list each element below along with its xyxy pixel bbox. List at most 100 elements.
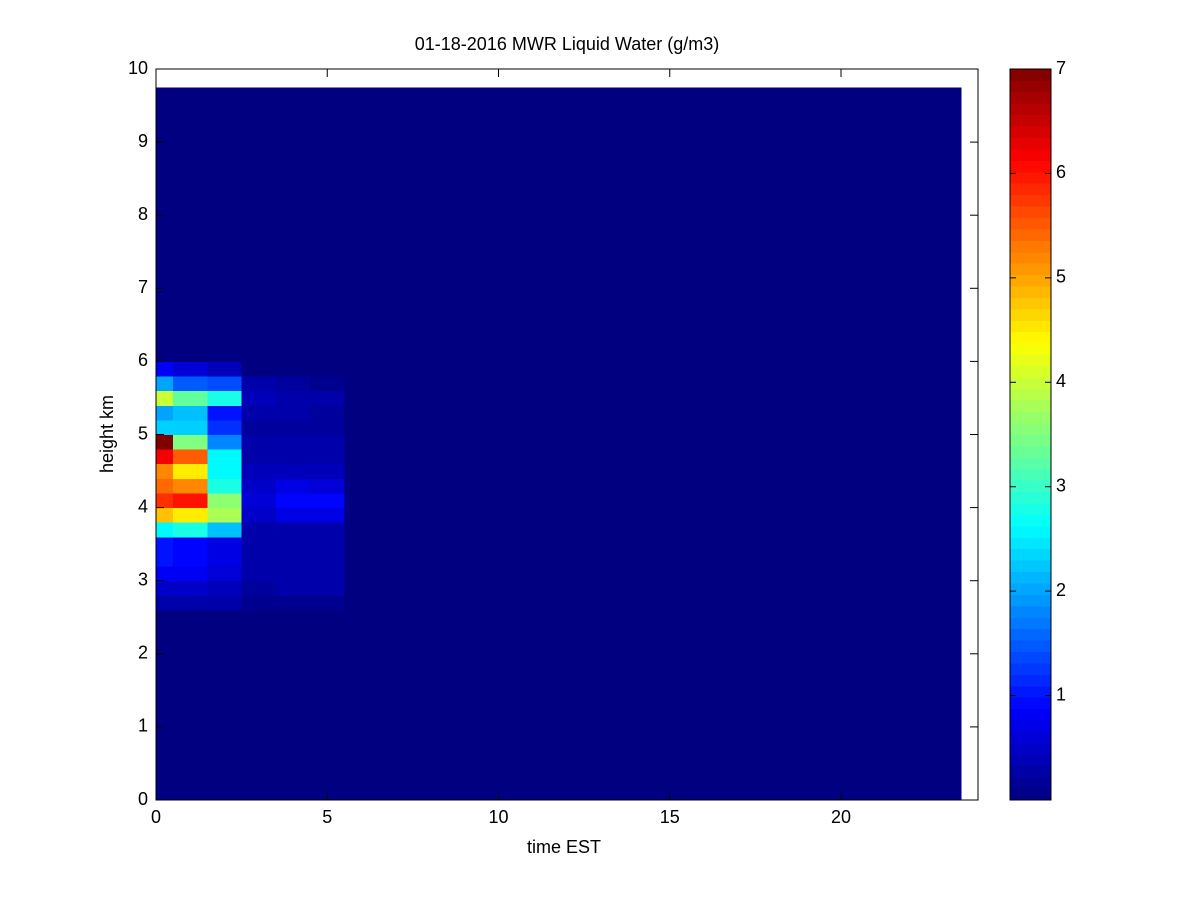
heatmap-cell bbox=[549, 405, 585, 421]
colorbar-swatch bbox=[1010, 765, 1051, 778]
heatmap-cell bbox=[207, 580, 243, 596]
heatmap-cell bbox=[275, 580, 311, 596]
heatmap-cell bbox=[241, 87, 277, 362]
heatmap-cell bbox=[892, 87, 928, 362]
heatmap-cell bbox=[755, 449, 791, 465]
heatmap-cell bbox=[344, 566, 380, 582]
heatmap-cell bbox=[310, 449, 345, 465]
heatmap-cell bbox=[789, 507, 825, 523]
heatmap-cell bbox=[310, 405, 345, 421]
heatmap-cell bbox=[207, 551, 243, 567]
heatmap-cell bbox=[789, 87, 825, 362]
heatmap-cell bbox=[275, 551, 311, 567]
colorbar-swatch bbox=[1010, 685, 1051, 698]
heatmap-cell bbox=[173, 609, 208, 801]
heatmap-cell bbox=[721, 536, 756, 552]
colorbar-swatch bbox=[1010, 365, 1051, 378]
colorbar-swatch bbox=[1010, 274, 1051, 287]
colorbar-swatch bbox=[1010, 194, 1051, 207]
y-tick-label: 4 bbox=[138, 496, 148, 516]
heatmap-cell bbox=[412, 536, 448, 552]
heatmap-cell bbox=[412, 507, 448, 523]
colorbar-swatch bbox=[1010, 560, 1051, 573]
heatmap-cell bbox=[310, 507, 345, 523]
colorbar-swatch bbox=[1010, 171, 1051, 184]
heatmap-cell bbox=[789, 536, 825, 552]
heatmap-cell bbox=[344, 361, 380, 377]
heatmap-cell bbox=[721, 551, 756, 567]
heatmap-cell bbox=[275, 522, 311, 538]
heatmap-cell bbox=[412, 609, 448, 801]
heatmap-cell bbox=[378, 580, 414, 596]
heatmap-cell bbox=[755, 390, 791, 406]
heatmap-cell bbox=[584, 536, 619, 552]
heatmap-cell bbox=[515, 536, 551, 552]
heatmap-cell bbox=[173, 419, 208, 435]
heatmap-cell bbox=[156, 551, 174, 567]
heatmap-cell bbox=[755, 419, 791, 435]
heatmap-cell bbox=[310, 551, 345, 567]
colorbar-swatch bbox=[1010, 605, 1051, 618]
colorbar-swatch bbox=[1010, 308, 1051, 321]
heatmap-cell bbox=[412, 376, 448, 392]
heatmap-cell bbox=[721, 609, 756, 801]
heatmap-cell bbox=[241, 536, 277, 552]
heatmap-cell bbox=[892, 551, 928, 567]
heatmap-cell bbox=[310, 87, 345, 362]
heatmap-cell bbox=[207, 390, 243, 406]
heatmap-cell bbox=[344, 449, 380, 465]
heatmap-cell bbox=[549, 419, 585, 435]
heatmap-cell bbox=[721, 580, 756, 596]
heatmap-cell bbox=[207, 609, 243, 801]
colorbar-tick-label: 1 bbox=[1056, 684, 1066, 704]
heatmap-cell bbox=[241, 361, 277, 377]
heatmap-cell bbox=[721, 478, 756, 494]
heatmap-cell bbox=[241, 609, 277, 801]
heatmap-cell bbox=[241, 449, 277, 465]
heatmap-cell bbox=[207, 449, 243, 465]
heatmap-cell bbox=[618, 376, 654, 392]
heatmap-cell bbox=[721, 449, 756, 465]
heatmap-cell bbox=[926, 566, 962, 582]
heatmap-cell bbox=[156, 595, 174, 611]
heatmap-cell bbox=[721, 434, 756, 450]
heatmap-cell bbox=[721, 376, 756, 392]
heatmap-cell bbox=[156, 463, 174, 479]
heatmap-cell bbox=[310, 580, 345, 596]
heatmap-cell bbox=[652, 478, 688, 494]
heatmap-cell bbox=[789, 551, 825, 567]
heatmap-cell bbox=[447, 87, 482, 362]
colorbar-swatch bbox=[1010, 491, 1051, 504]
x-tick-label: 5 bbox=[322, 807, 332, 827]
heatmap-cell bbox=[652, 419, 688, 435]
heatmap-cell bbox=[156, 390, 174, 406]
heatmap-cell bbox=[789, 361, 825, 377]
heatmap-cell bbox=[549, 463, 585, 479]
heatmap-cell bbox=[344, 492, 380, 509]
heatmap-cell bbox=[892, 419, 928, 435]
heatmap-cell bbox=[686, 536, 722, 552]
heatmap-cell bbox=[686, 522, 722, 538]
heatmap-cell bbox=[481, 405, 517, 421]
heatmap-cell bbox=[481, 478, 517, 494]
heatmap-cell bbox=[652, 405, 688, 421]
heatmap-cell bbox=[892, 478, 928, 494]
heatmap-cell bbox=[344, 434, 380, 450]
heatmap-cell bbox=[652, 609, 688, 801]
heatmap-cell bbox=[652, 522, 688, 538]
heatmap-cell bbox=[652, 376, 688, 392]
heatmap-cell bbox=[549, 522, 585, 538]
heatmap-cell bbox=[378, 551, 414, 567]
heatmap-cell bbox=[549, 609, 585, 801]
heatmap-cell bbox=[378, 361, 414, 377]
heatmap-cell bbox=[378, 419, 414, 435]
heatmap-cell bbox=[156, 376, 174, 392]
heatmap-cell bbox=[584, 595, 619, 611]
heatmap-cell bbox=[241, 419, 277, 435]
heatmap-cell bbox=[892, 492, 928, 509]
heatmap-cell bbox=[618, 609, 654, 801]
heatmap-cell bbox=[858, 87, 893, 362]
heatmap-cell bbox=[926, 463, 962, 479]
heatmap-cell bbox=[310, 419, 345, 435]
colorbar-swatch bbox=[1010, 103, 1051, 116]
